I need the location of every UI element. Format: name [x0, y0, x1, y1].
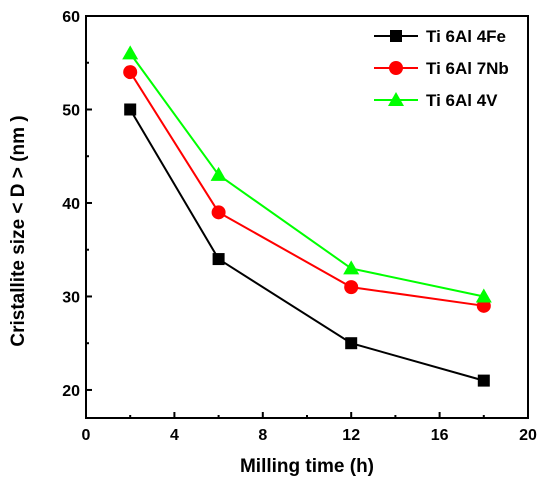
legend-label: Ti 6Al 4Fe	[426, 27, 506, 46]
data-point	[477, 374, 490, 387]
legend-marker	[389, 61, 403, 75]
data-point	[124, 103, 137, 116]
data-point	[210, 166, 227, 181]
legend: Ti 6Al 4Fe Ti 6Al 7Nb Ti 6Al 4V	[374, 27, 509, 110]
data-point	[122, 45, 139, 60]
legend-item: Ti 6Al 4Fe	[374, 27, 506, 46]
series-line	[129, 52, 485, 298]
legend-marker	[390, 30, 402, 42]
data-point	[475, 288, 492, 303]
series-layer	[122, 45, 492, 387]
series-2	[122, 45, 492, 303]
y-tick-label: 60	[62, 9, 80, 26]
y-tick-label: 50	[62, 102, 80, 119]
y-tick-label: 20	[62, 383, 80, 400]
data-point	[211, 205, 226, 220]
legend-label: Ti 6Al 7Nb	[426, 59, 509, 78]
data-point	[212, 253, 225, 266]
y-axis-ticks: 20 30 40 50 60	[62, 9, 92, 400]
legend-item: Ti 6Al 4V	[374, 91, 498, 110]
data-point	[343, 260, 360, 275]
data-point	[345, 337, 358, 350]
y-tick-label: 30	[62, 289, 80, 306]
data-point	[344, 280, 359, 295]
x-tick-label: 8	[258, 427, 267, 444]
legend-item: Ti 6Al 7Nb	[374, 59, 509, 78]
series-line	[129, 71, 484, 307]
x-tick-label: 20	[519, 427, 537, 444]
series-line	[129, 108, 485, 382]
legend-marker	[388, 92, 404, 106]
x-axis-title: Milling time (h)	[240, 456, 374, 477]
x-tick-label: 12	[342, 427, 360, 444]
x-tick-label: 4	[170, 427, 179, 444]
series-0	[124, 103, 490, 387]
data-point	[123, 65, 138, 80]
x-tick-label: 16	[431, 427, 449, 444]
y-axis-title: Cristallite size < D > (nm )	[8, 115, 29, 346]
series-1	[123, 65, 491, 313]
x-axis-ticks: 0 4 8 12 16 20	[82, 412, 537, 444]
y-tick-label: 40	[62, 196, 80, 213]
legend-label: Ti 6Al 4V	[426, 91, 498, 110]
x-tick-label: 0	[82, 427, 91, 444]
